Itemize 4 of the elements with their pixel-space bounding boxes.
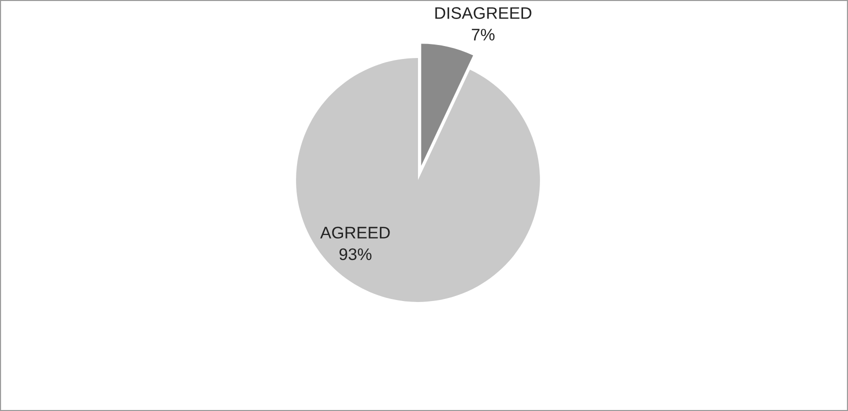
slice-label: AGREED <box>320 226 390 239</box>
data-label: 7% <box>472 28 495 40</box>
slice-label: DISAGREED <box>435 7 532 19</box>
data-label: 93% <box>339 248 372 260</box>
